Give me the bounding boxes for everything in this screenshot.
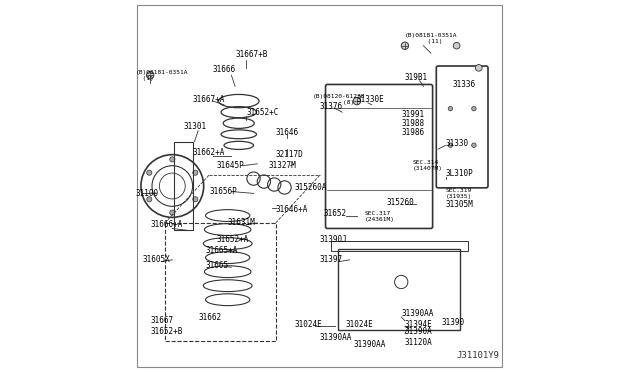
Text: 31024E: 31024E — [346, 320, 374, 329]
Text: SEC.314
(31407M): SEC.314 (31407M) — [412, 160, 442, 171]
Text: 31390AA: 31390AA — [353, 340, 386, 349]
Text: 31024E: 31024E — [294, 320, 322, 329]
Text: 31390A: 31390A — [405, 327, 433, 336]
Text: 31666+A: 31666+A — [150, 220, 182, 229]
Text: 31667+B: 31667+B — [235, 51, 268, 60]
Text: 31390J: 31390J — [320, 235, 348, 244]
Text: 319B1: 319B1 — [405, 73, 428, 81]
Text: 31397: 31397 — [320, 255, 343, 264]
Text: 31100: 31100 — [136, 189, 159, 198]
Circle shape — [170, 157, 175, 162]
Text: 31646: 31646 — [276, 128, 299, 137]
Circle shape — [453, 42, 460, 49]
Circle shape — [193, 197, 198, 202]
Text: 31394E: 31394E — [405, 320, 433, 329]
Text: 31605X: 31605X — [143, 255, 170, 264]
Circle shape — [147, 71, 154, 79]
Text: 3L310P: 3L310P — [445, 169, 474, 177]
Bar — [339, 249, 460, 330]
Text: 315260: 315260 — [387, 198, 414, 207]
Text: SEC.319
(31935): SEC.319 (31935) — [445, 188, 472, 199]
Bar — [174, 142, 193, 230]
Text: 31301: 31301 — [184, 122, 207, 131]
Text: 32117D: 32117D — [276, 150, 303, 159]
Text: 31665: 31665 — [205, 261, 228, 270]
Text: 31631M: 31631M — [228, 218, 255, 227]
Text: 31646+A: 31646+A — [276, 205, 308, 215]
Text: 31988: 31988 — [401, 119, 424, 128]
Text: 31991: 31991 — [401, 109, 424, 119]
Text: 31652: 31652 — [324, 209, 347, 218]
Text: 31986: 31986 — [401, 128, 424, 137]
Text: 31305M: 31305M — [445, 200, 474, 209]
Text: 31330: 31330 — [445, 139, 468, 148]
Circle shape — [448, 106, 452, 111]
Text: 31390: 31390 — [442, 318, 465, 327]
Text: SEC.317
(24361M): SEC.317 (24361M) — [364, 211, 394, 222]
Text: 31662+A: 31662+A — [193, 148, 225, 157]
Text: 31390AA: 31390AA — [320, 333, 353, 342]
Text: 31330E: 31330E — [357, 95, 385, 104]
Bar — [165, 223, 276, 341]
Text: 31662: 31662 — [198, 312, 221, 321]
Text: (B)08181-0351A
      (11): (B)08181-0351A (11) — [405, 33, 458, 44]
Circle shape — [401, 42, 408, 49]
Circle shape — [147, 170, 152, 175]
Bar — [331, 241, 468, 251]
Circle shape — [193, 170, 198, 175]
Text: 31656P: 31656P — [209, 187, 237, 196]
Text: 31666: 31666 — [213, 65, 236, 74]
Text: 31667: 31667 — [150, 316, 173, 325]
Circle shape — [448, 143, 452, 147]
Circle shape — [170, 210, 175, 215]
Text: 31327M: 31327M — [268, 161, 296, 170]
Text: 31376: 31376 — [320, 102, 343, 111]
Circle shape — [353, 97, 360, 105]
Text: 31652+A: 31652+A — [216, 235, 249, 244]
Text: 31667+A: 31667+A — [193, 95, 225, 104]
Circle shape — [472, 106, 476, 111]
Text: 31120A: 31120A — [405, 339, 433, 347]
Text: 31665+A: 31665+A — [205, 246, 238, 255]
Text: 31390AA: 31390AA — [401, 309, 434, 318]
Text: 315260A: 315260A — [294, 183, 326, 192]
Circle shape — [147, 197, 152, 202]
Circle shape — [476, 64, 482, 71]
Text: (B)08181-0351A
  (1): (B)08181-0351A (1) — [136, 70, 188, 81]
Text: 31645P: 31645P — [216, 161, 244, 170]
Text: 31652+B: 31652+B — [150, 327, 182, 336]
Text: 31652+C: 31652+C — [246, 108, 278, 117]
Text: 31336: 31336 — [453, 80, 476, 89]
Text: (B)08120-61228
        (8): (B)08120-61228 (8) — [312, 94, 365, 105]
Circle shape — [472, 143, 476, 147]
Text: J31101Y9: J31101Y9 — [456, 351, 500, 360]
